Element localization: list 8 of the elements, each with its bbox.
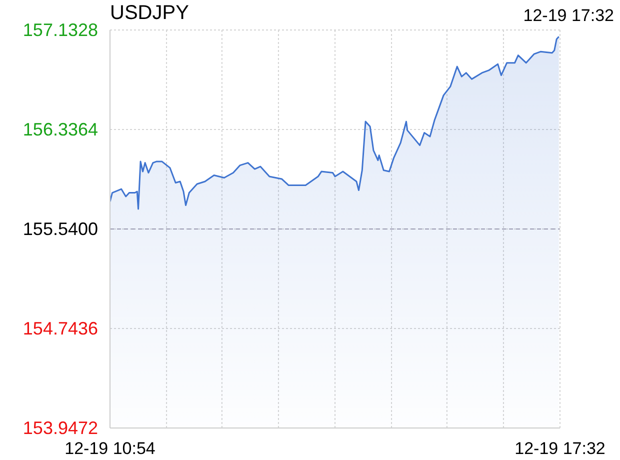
y-tick-label: 153.9472 — [22, 418, 98, 438]
chart-subtitle: 12-19 17:32 — [523, 6, 614, 26]
chart-title: USDJPY — [110, 2, 189, 25]
y-tick-label: 156.3364 — [22, 120, 98, 140]
y-tick-label: 154.7436 — [22, 318, 98, 338]
x-tick-label: 12-19 10:54 — [64, 439, 156, 458]
y-tick-label: 155.5400 — [22, 219, 98, 239]
y-tick-label: 157.1328 — [22, 20, 98, 40]
